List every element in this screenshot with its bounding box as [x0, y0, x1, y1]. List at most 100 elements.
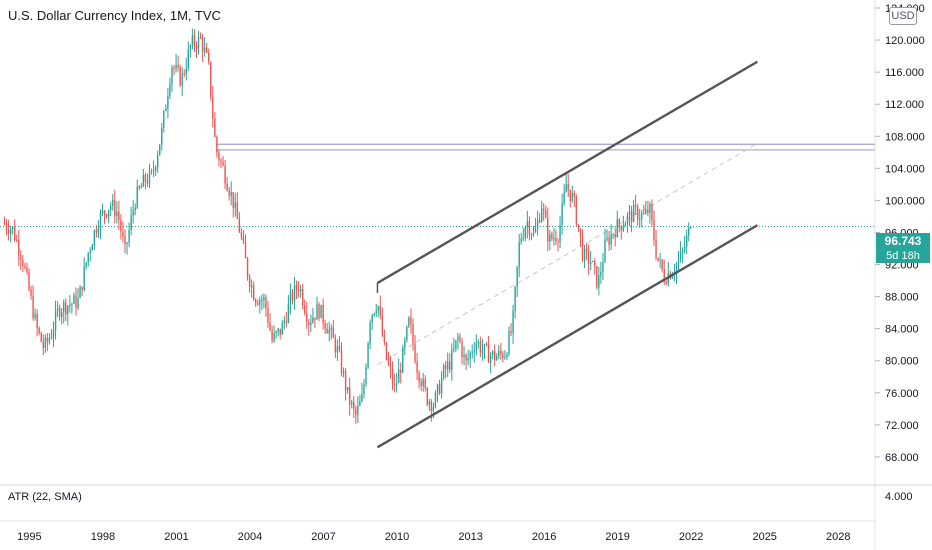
candle-body: [598, 275, 600, 288]
candle-body: [624, 223, 627, 227]
candle-body: [391, 368, 394, 384]
candle-body: [643, 212, 645, 214]
candle-body: [518, 242, 520, 267]
candle-body: [112, 199, 114, 206]
candle-body: [565, 184, 567, 193]
candle-body: [167, 96, 169, 109]
candle-body: [573, 192, 576, 197]
candle-body: [651, 203, 653, 220]
candle-body: [3, 222, 6, 225]
candle-body: [442, 365, 445, 379]
candle-body: [626, 215, 629, 224]
candle-body: [353, 402, 355, 409]
candle-body: [291, 292, 294, 301]
candle-body: [420, 381, 422, 387]
x-tick-label: 2001: [164, 531, 188, 543]
candle-body: [385, 342, 388, 360]
candle-body: [316, 304, 318, 320]
candle-body: [281, 323, 283, 335]
candle-body: [122, 231, 124, 237]
candle-body: [159, 144, 161, 156]
candle-body: [487, 344, 490, 363]
candle-body: [675, 264, 678, 274]
candle-body: [516, 266, 518, 288]
candle-body: [463, 354, 465, 358]
candle-body: [661, 259, 663, 270]
candle-body: [424, 379, 426, 389]
atr-axis-tick: 4.000: [885, 491, 913, 503]
candle-body: [63, 302, 65, 313]
candle-body: [203, 47, 206, 52]
candle-body: [320, 304, 322, 318]
candle-body: [289, 292, 292, 304]
candle-body: [7, 229, 10, 234]
candle-body: [83, 266, 85, 290]
candle-body: [536, 219, 539, 229]
candle-body: [585, 248, 588, 252]
candle-body: [199, 36, 202, 39]
candle-body: [134, 207, 136, 211]
candle-body: [432, 406, 435, 411]
candle-body: [449, 361, 451, 370]
candle-body: [600, 271, 602, 276]
candle-body: [351, 402, 353, 405]
candle-body: [136, 186, 138, 208]
candle-body: [346, 387, 349, 391]
candle-body: [169, 83, 171, 97]
candle-body: [606, 237, 608, 240]
candle-body: [32, 295, 34, 319]
candle-body: [120, 219, 122, 232]
candle-body: [436, 384, 439, 393]
candle-body: [557, 241, 559, 243]
candle-body: [453, 348, 455, 351]
candle-body: [330, 327, 332, 330]
candle-body: [14, 226, 16, 241]
candle-body: [230, 192, 232, 196]
candle-body: [165, 108, 167, 112]
candle-body: [173, 67, 175, 69]
candle-body: [681, 249, 684, 253]
candle-body: [639, 218, 641, 220]
candle-body: [232, 192, 234, 209]
candle-body: [365, 367, 367, 385]
atr-indicator-label[interactable]: ATR (22, SMA): [8, 491, 82, 503]
candle-body: [671, 275, 674, 279]
candle-body: [181, 73, 183, 86]
candle-body: [30, 289, 32, 296]
candle-body: [549, 234, 551, 242]
y-tick-label: 108.000: [885, 131, 925, 143]
candle-body: [75, 295, 77, 308]
candle-body: [65, 302, 67, 315]
candle-body: [146, 181, 149, 184]
candle-body: [630, 211, 633, 223]
candle-body: [269, 322, 271, 331]
candle-body: [530, 234, 533, 236]
chart-title: U.S. Dollar Currency Index, 1M, TVC: [8, 8, 221, 23]
candle-body: [36, 313, 38, 328]
candle-body: [24, 266, 26, 268]
candle-body: [581, 236, 584, 260]
candle-body: [261, 300, 263, 302]
candle-body: [273, 333, 275, 341]
last-price-tag: 96.743: [876, 233, 930, 249]
candle-body: [440, 378, 443, 394]
candle-body: [252, 285, 255, 300]
candle-body: [375, 310, 377, 314]
candle-body: [410, 317, 412, 325]
candle-body: [56, 308, 59, 312]
currency-badge[interactable]: USD: [889, 7, 917, 25]
candle-body: [451, 350, 453, 370]
candle-body: [371, 315, 373, 323]
candle-body: [508, 331, 510, 355]
candle-body: [559, 224, 561, 242]
candle-body: [110, 205, 112, 211]
candle-body: [283, 320, 286, 324]
candle-body: [18, 240, 20, 256]
candle-body: [553, 237, 555, 239]
candle-body: [659, 259, 661, 261]
candle-body: [422, 379, 424, 387]
candle-body: [612, 234, 614, 236]
candle-body: [42, 341, 45, 349]
candle-body: [156, 155, 159, 168]
